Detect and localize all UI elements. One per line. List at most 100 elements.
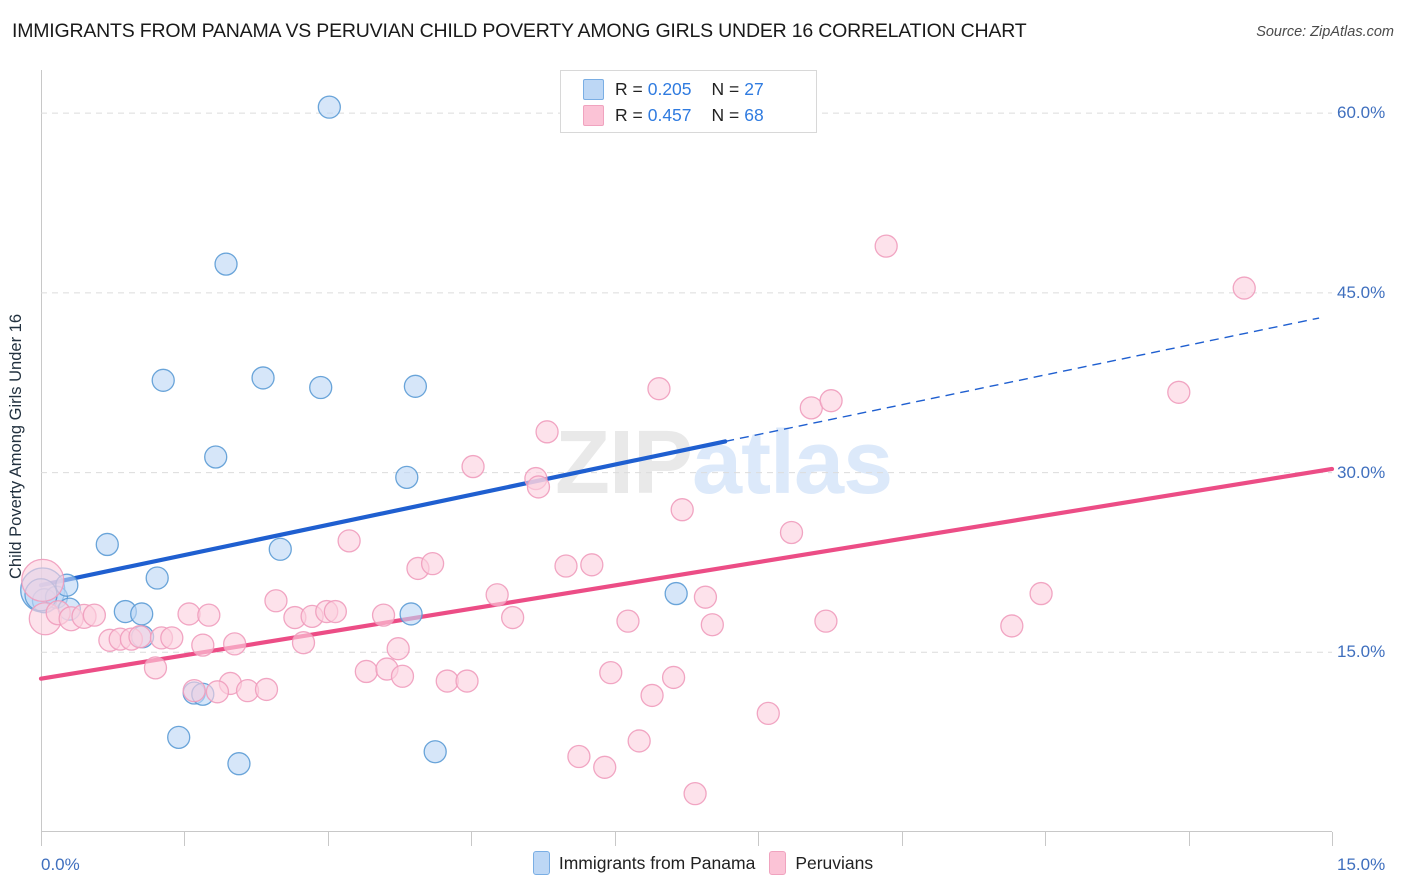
scatter-point [435,669,459,693]
scatter-points-layer [20,95,1256,806]
scatter-point [191,633,215,657]
x-axis-max-label: 15.0% [1337,855,1386,874]
scatter-point [1167,380,1191,404]
scatter-point [627,729,651,753]
scatter-point [291,631,316,655]
scatter-point [599,661,623,685]
y-axis-line [41,70,42,832]
scatter-point [130,602,154,626]
legend-item-immigrants-from-panama[interactable]: Immigrants from Panama [532,851,756,875]
legend-label-peruvians: Peruvians [795,852,874,873]
x-axis-tick [184,832,186,846]
legend-label-immigrants-from-panama: Immigrants from Panama [558,852,756,873]
y-axis-title: Child Poverty Among Girls Under 16 [4,0,30,892]
scatter-point [485,583,509,607]
page-title: IMMIGRANTS FROM PANAMA VS PERUVIAN CHILD… [12,20,1027,42]
trendline-0 [38,439,728,588]
x-axis-tick [1045,832,1047,846]
legend-swatch-pink [583,104,604,126]
y-tick-label: 30.0% [1337,462,1386,482]
scatter-point [95,532,119,557]
y-tick-label: 15.0% [1337,642,1386,662]
scatter-point [799,396,823,420]
stats-legend-row-blue: R = 0.205 N = 27 [583,76,764,102]
n-label-blue: N = [711,78,740,99]
scatter-point [779,520,804,545]
scatter-point [461,454,485,479]
x-axis-tick [901,832,903,846]
trendline-1 [38,466,1335,681]
x-axis-min-label: 0.0% [41,855,80,874]
scatter-point [593,755,617,779]
legend-color-swatch-blue [532,851,550,875]
scatter-point [874,234,898,258]
scatter-point [371,603,396,627]
scatter-point [177,602,201,626]
scatter-point [160,626,184,650]
x-axis-tick [41,832,42,846]
trendline-extension-0 [725,317,1320,443]
scatter-point [205,680,230,704]
scatter-point [395,465,419,490]
scatter-point [128,625,152,649]
source-attribution: Source: ZipAtlas.com [1256,24,1394,40]
r-value-pink: 0.457 [647,104,692,125]
scatter-point [317,95,341,119]
scatter-point [145,566,169,590]
scatter-point [1029,581,1053,606]
scatter-point [21,558,65,603]
x-axis-line [41,831,1332,832]
scatter-point [204,445,228,469]
scatter-point [403,374,428,398]
scatter-point [526,475,551,499]
scatter-point [814,609,838,633]
scatter-point [264,589,288,613]
scatter-point [399,602,423,626]
scatter-point [661,665,686,690]
scatter-point [554,554,578,578]
scatter-point [535,420,559,444]
y-tick-label: 45.0% [1337,282,1386,302]
x-axis-tick [327,832,329,846]
y-axis-title-text: Child Poverty Among Girls Under 16 [7,313,26,579]
r-label-pink: R = [615,104,643,125]
x-axis-tick [758,832,760,846]
scatter-point [143,656,168,680]
scatter-point [819,389,843,413]
scatter-point [670,498,694,522]
n-value-pink: 68 [744,104,764,125]
scatter-point [640,683,664,708]
y-tick-label: 60.0% [1337,103,1386,123]
scatter-point [309,375,333,400]
scatter-point [580,553,604,577]
scatter-point [756,701,780,726]
scatter-point [323,599,347,624]
scatter-point [423,740,447,764]
scatter-point [647,377,671,401]
scatter-point [227,752,251,776]
legend-swatch-blue [583,78,604,100]
series-legend: Immigrants from Panama Peruvians [0,851,1406,875]
x-axis-tick [471,832,473,846]
scatter-point [420,551,445,576]
scatter-point [337,529,361,553]
scatter-point [222,632,247,656]
n-value-blue: 27 [744,78,764,99]
scatter-point [151,368,175,392]
stats-legend-row-pink: R = 0.457 N = 68 [583,102,764,128]
scatter-point [354,659,378,684]
scatter-point [390,664,415,688]
scatter-point [167,725,191,749]
scatter-point [386,637,410,661]
plot-area [20,70,1335,832]
scatter-point [1232,276,1256,300]
x-axis-tick [614,832,616,846]
x-axis-tick [1332,832,1333,846]
scatter-point [182,678,206,703]
r-value-blue: 0.205 [647,78,692,99]
scatter-point [693,585,718,609]
r-label-blue: R = [615,78,643,99]
scatter-point [455,669,479,693]
legend-item-peruvians[interactable]: Peruvians [769,851,873,875]
